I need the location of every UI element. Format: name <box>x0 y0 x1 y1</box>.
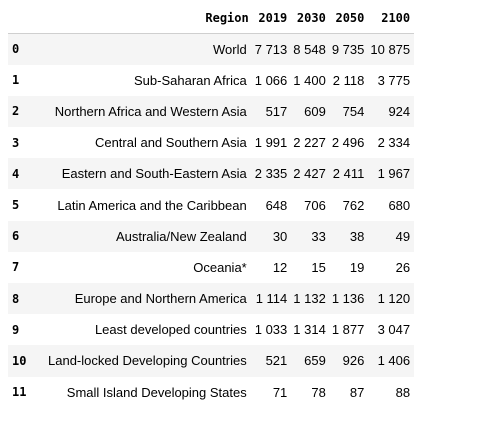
value-2050-cell: 2 496 <box>331 135 365 151</box>
region-cell: Oceania* <box>193 259 247 275</box>
header-2100: 2100 <box>368 3 415 34</box>
table-body: 0 World 7 713 8 548 9 735 10 875 1 Sub-Saharan … <box>8 33 415 408</box>
value-2030-cell: 2 427 <box>293 166 326 182</box>
value-2019-cell: 30 <box>272 228 288 244</box>
table-row: 7 Oceania* 12 15 19 26 <box>8 251 415 283</box>
header-row: Region 2019 2030 2050 2100 <box>8 3 415 34</box>
value-2019-cell: 12 <box>272 259 288 275</box>
row-index: 7 <box>12 260 20 275</box>
region-cell: Latin America and the Caribbean <box>57 197 247 213</box>
value-2019-cell: 521 <box>265 353 288 369</box>
dataframe-table: Region 2019 2030 2050 2100 0 World 7 713 8 … <box>8 3 415 408</box>
row-index: 8 <box>12 291 20 306</box>
value-2050-cell: 9 735 <box>331 41 365 57</box>
value-2030-cell: 78 <box>311 384 326 400</box>
row-index: 5 <box>12 198 20 213</box>
value-2100-cell: 2 334 <box>377 135 411 151</box>
table-row: 11 Small Island Developing States 71 78 87 88 <box>8 376 415 408</box>
table-row: 3 Central and Southern Asia 1 991 2 227 2 49… <box>8 127 415 159</box>
value-2019-cell: 1 991 <box>254 135 288 151</box>
table-row: 1 Sub-Saharan Africa 1 066 1 400 2 118 3 775 <box>8 64 415 96</box>
region-cell: World <box>213 41 247 57</box>
value-2050-cell: 2 411 <box>332 166 365 182</box>
value-2030-cell: 1 314 <box>293 322 326 338</box>
header-2050: 2050 <box>329 3 369 34</box>
value-2100-cell: 680 <box>388 197 411 213</box>
table-row: 6 Australia/New Zealand 30 33 38 49 <box>8 220 415 252</box>
row-index: 4 <box>12 166 20 181</box>
row-index: 0 <box>12 42 20 57</box>
header-2019: 2019 <box>252 3 292 34</box>
value-2050-cell: 926 <box>342 353 365 369</box>
value-2050-cell: 2 118 <box>332 72 365 88</box>
header-index <box>8 3 44 34</box>
region-cell: Eastern and South-Eastern Asia <box>61 166 247 182</box>
value-2019-cell: 2 335 <box>254 166 288 182</box>
region-cell: Europe and Northern America <box>74 291 247 307</box>
value-2030-cell: 8 548 <box>293 41 326 57</box>
value-2050-cell: 38 <box>349 228 365 244</box>
value-2100-cell: 26 <box>395 259 411 275</box>
row-index: 3 <box>12 135 20 150</box>
region-cell: Sub-Saharan Africa <box>134 72 247 88</box>
region-cell: Land-locked Developing Countries <box>48 353 247 369</box>
value-2100-cell: 1 120 <box>377 291 411 307</box>
value-2019-cell: 71 <box>272 384 288 400</box>
table-header: Region 2019 2030 2050 2100 <box>8 3 415 34</box>
row-index: 2 <box>12 104 20 119</box>
row-index: 6 <box>12 229 20 244</box>
value-2100-cell: 49 <box>395 228 411 244</box>
value-2100-cell: 924 <box>388 103 411 119</box>
region-cell: Australia/New Zealand <box>115 228 247 244</box>
value-2019-cell: 1 033 <box>254 322 288 338</box>
table-row: 10 Land-locked Developing Countries 521 659… <box>8 345 415 377</box>
value-2100-cell: 1 406 <box>377 353 411 369</box>
value-2100-cell: 1 967 <box>377 166 411 182</box>
table-row: 9 Least developed countries 1 033 1 314 1 87… <box>8 314 415 346</box>
region-cell: Northern Africa and Western Asia <box>54 103 247 119</box>
value-2019-cell: 1 066 <box>254 72 288 88</box>
value-2030-cell: 706 <box>304 197 326 213</box>
value-2100-cell: 10 875 <box>370 41 411 57</box>
row-index: 1 <box>12 73 20 88</box>
row-index: 11 <box>12 385 27 400</box>
value-2050-cell: 762 <box>342 197 365 213</box>
value-2030-cell: 1 400 <box>293 72 326 88</box>
value-2030-cell: 15 <box>311 259 326 275</box>
value-2050-cell: 19 <box>349 259 365 275</box>
region-cell: Least developed countries <box>94 322 247 338</box>
header-2030: 2030 <box>291 3 330 34</box>
value-2100-cell: 88 <box>395 384 411 400</box>
table-row: 5 Latin America and the Caribbean 648 706 76… <box>8 189 415 221</box>
value-2030-cell: 609 <box>304 103 326 119</box>
row-index: 9 <box>12 322 20 337</box>
value-2019-cell: 517 <box>265 103 288 119</box>
region-cell: Central and Southern Asia <box>94 135 247 151</box>
value-2030-cell: 33 <box>311 228 326 244</box>
value-2100-cell: 3 775 <box>377 72 411 88</box>
value-2030-cell: 2 227 <box>293 135 326 151</box>
value-2019-cell: 7 713 <box>254 41 288 57</box>
header-region: Region <box>44 3 253 34</box>
value-2050-cell: 1 136 <box>331 291 365 307</box>
table-row: 8 Europe and Northern America 1 114 1 132 1 … <box>8 283 415 315</box>
value-2019-cell: 1 114 <box>255 291 288 307</box>
table-row: 4 Eastern and South-Eastern Asia 2 335 2 42… <box>8 158 415 190</box>
region-cell: Small Island Developing States <box>66 384 247 400</box>
row-index: 10 <box>12 353 27 368</box>
value-2100-cell: 3 047 <box>377 322 411 338</box>
table-row: 2 Northern Africa and Western Asia 517 609 7… <box>8 95 415 128</box>
value-2050-cell: 754 <box>342 103 365 119</box>
value-2030-cell: 1 132 <box>293 291 326 307</box>
value-2050-cell: 87 <box>349 384 365 400</box>
table-row: 0 World 7 713 8 548 9 735 10 875 <box>8 33 415 65</box>
value-2050-cell: 1 877 <box>331 322 365 338</box>
value-2030-cell: 659 <box>304 353 326 369</box>
value-2019-cell: 648 <box>265 197 288 213</box>
